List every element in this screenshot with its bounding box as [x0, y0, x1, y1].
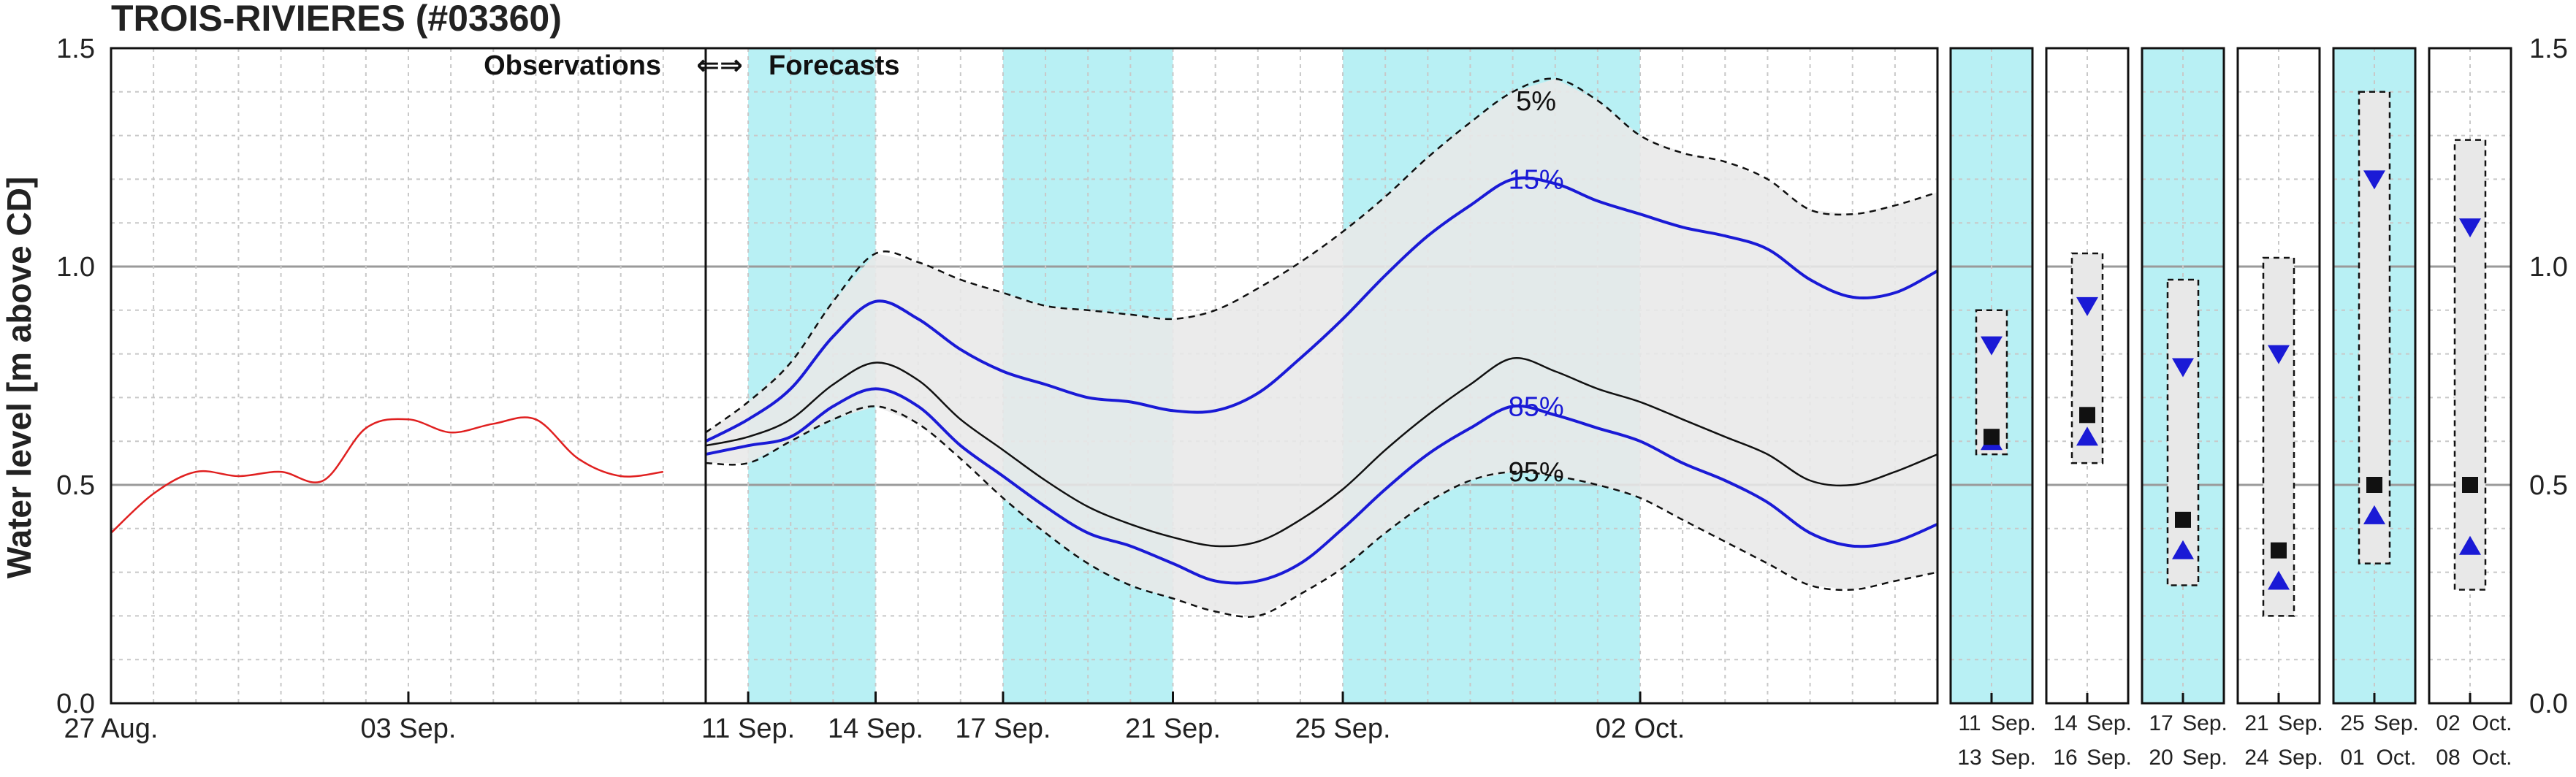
weekly-start-day: 02 [2436, 711, 2460, 735]
weekly-range-box [2166, 278, 2200, 586]
weekly-end-day: 08 [2436, 746, 2460, 770]
percentile-label: 95% [1509, 457, 1564, 488]
weekly-p15-marker [2459, 218, 2481, 238]
weekly-end-month: Sep. [2182, 746, 2228, 770]
weekly-p15-marker [1981, 336, 2003, 356]
weekly-median-marker [2462, 477, 2478, 493]
weekly-end-month: Oct. [2472, 746, 2512, 770]
main-plot-frame [110, 47, 1939, 705]
weekly-end-day: 20 [2149, 746, 2173, 770]
x-tick-label: 14 Sep. [828, 713, 923, 744]
y-tick-label-right: 1.5 [2529, 34, 2568, 64]
x-tick-label: 25 Sep. [1295, 713, 1391, 744]
weekly-end-month: Sep. [2087, 746, 2132, 770]
forecasts-label: Forecasts [769, 50, 900, 81]
weekly-median-marker [1984, 429, 2000, 445]
weekly-start-month: Sep. [2374, 711, 2419, 735]
weekly-panel-2 [2142, 48, 2224, 703]
weekly-p15-marker [2363, 170, 2385, 190]
percentile-label: 85% [1509, 391, 1564, 422]
weekly-range-box [2262, 256, 2295, 617]
x-tick-label: 11 Sep. [701, 713, 795, 744]
weekly-start-month: Oct. [2472, 711, 2512, 735]
arrows-label: ⇐⇒ [696, 50, 743, 81]
y-axis-label: Water level [m above CD] [0, 177, 38, 578]
weekly-end-month: Oct. [2376, 746, 2416, 770]
y-tick-label-right: 1.0 [2529, 252, 2568, 283]
weekly-end-day: 13 [1957, 746, 1981, 770]
weekly-p85-marker [2363, 505, 2385, 524]
weekly-start-day: 21 [2244, 711, 2268, 735]
weekly-start-day: 11 [1958, 711, 1981, 735]
weekly-end-day: 24 [2244, 746, 2268, 770]
weekly-median-marker [2271, 542, 2287, 559]
y-tick-label-left: 0.5 [56, 470, 95, 501]
series-line-median [705, 356, 1938, 548]
weekly-end-day: 01 [2340, 746, 2364, 770]
weekly-start-month: Sep. [1991, 711, 2036, 735]
weekly-p85-marker [2076, 426, 2098, 446]
x-tick-label: 27 Aug. [64, 713, 159, 744]
weekly-p15-marker [2172, 358, 2194, 378]
observations-label: Observations [484, 50, 661, 81]
percentile-label: 5% [1516, 86, 1556, 117]
weekly-median-marker [2366, 477, 2382, 493]
y-tick-label-left: 0.0 [56, 689, 95, 719]
weekly-start-month: Sep. [2087, 711, 2132, 735]
weekly-end-month: Sep. [2278, 746, 2323, 770]
y-tick-label-left: 1.5 [56, 34, 95, 64]
weekly-median-marker [2079, 407, 2095, 424]
weekly-start-day: 17 [2149, 711, 2173, 735]
series-line-p85 [705, 387, 1938, 585]
series-line-p5 [705, 77, 1938, 434]
series-line-observations [110, 416, 663, 534]
weekly-start-day: 14 [2053, 711, 2077, 735]
y-tick-label-left: 1.0 [56, 252, 95, 283]
weekly-panel-5 [2429, 48, 2511, 703]
x-tick-label: 02 Oct. [1596, 713, 1685, 744]
weekly-panel-3 [2238, 48, 2320, 703]
weekly-p15-marker [2268, 345, 2290, 364]
weekly-start-day: 25 [2340, 711, 2364, 735]
x-tick-label: 21 Sep. [1125, 713, 1221, 744]
percentile-label: 15% [1509, 164, 1564, 195]
weekly-start-month: Sep. [2278, 711, 2323, 735]
weekly-end-day: 16 [2053, 746, 2077, 770]
y-tick-label-right: 0.5 [2529, 470, 2568, 501]
series-line-p95 [705, 405, 1938, 618]
forecast-band-5-95 [706, 78, 1937, 616]
weekly-p85-marker [2172, 540, 2194, 559]
weekly-end-month: Sep. [1991, 746, 2036, 770]
series-line-p15 [705, 176, 1938, 443]
weekly-range-box [2453, 139, 2487, 591]
chart-title: TROIS-RIVIERES (#03360) [111, 0, 562, 39]
weekly-median-marker [2175, 511, 2191, 528]
weekly-p85-marker [2268, 570, 2290, 590]
x-tick-label: 03 Sep. [360, 713, 456, 744]
weekly-p15-marker [2076, 296, 2098, 316]
weekly-p85-marker [2459, 535, 2481, 555]
weekly-range-box [2070, 252, 2104, 464]
weekly-panel-4 [2333, 48, 2415, 703]
weekly-panel-1 [2046, 48, 2128, 703]
x-tick-label: 17 Sep. [955, 713, 1051, 744]
weekly-panel-0 [1951, 48, 2032, 703]
weekly-start-month: Sep. [2182, 711, 2228, 735]
y-tick-label-right: 0.0 [2529, 689, 2568, 719]
